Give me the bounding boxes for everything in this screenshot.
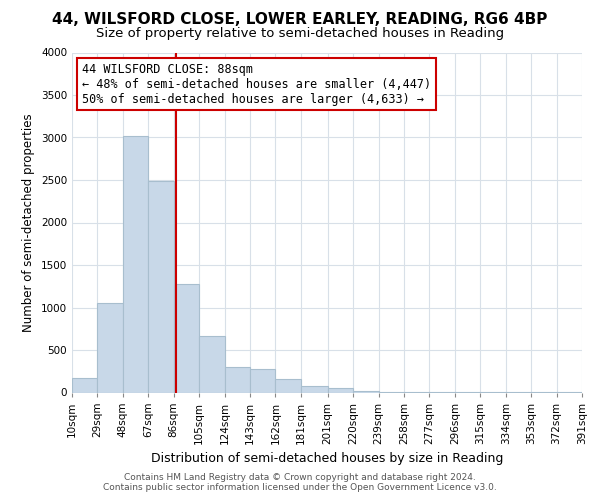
Bar [72,378,97,392]
Bar [97,303,123,392]
Bar [148,181,174,392]
Text: 44, WILSFORD CLOSE, LOWER EARLEY, READING, RG6 4BP: 44, WILSFORD CLOSE, LOWER EARLEY, READIN… [52,12,548,28]
Bar [275,379,301,392]
Bar [353,391,379,392]
Bar [199,336,224,392]
Bar [250,368,275,392]
Bar [123,136,148,392]
Text: 44 WILSFORD CLOSE: 88sqm
← 48% of semi-detached houses are smaller (4,447)
50% o: 44 WILSFORD CLOSE: 88sqm ← 48% of semi-d… [82,62,431,106]
Bar [174,284,199,393]
Text: Size of property relative to semi-detached houses in Reading: Size of property relative to semi-detach… [96,28,504,40]
Y-axis label: Number of semi-detached properties: Number of semi-detached properties [22,113,35,332]
Text: Contains HM Land Registry data © Crown copyright and database right 2024.
Contai: Contains HM Land Registry data © Crown c… [103,473,497,492]
Bar [301,386,328,392]
X-axis label: Distribution of semi-detached houses by size in Reading: Distribution of semi-detached houses by … [151,452,503,465]
Bar [224,367,250,392]
Bar [328,388,353,392]
